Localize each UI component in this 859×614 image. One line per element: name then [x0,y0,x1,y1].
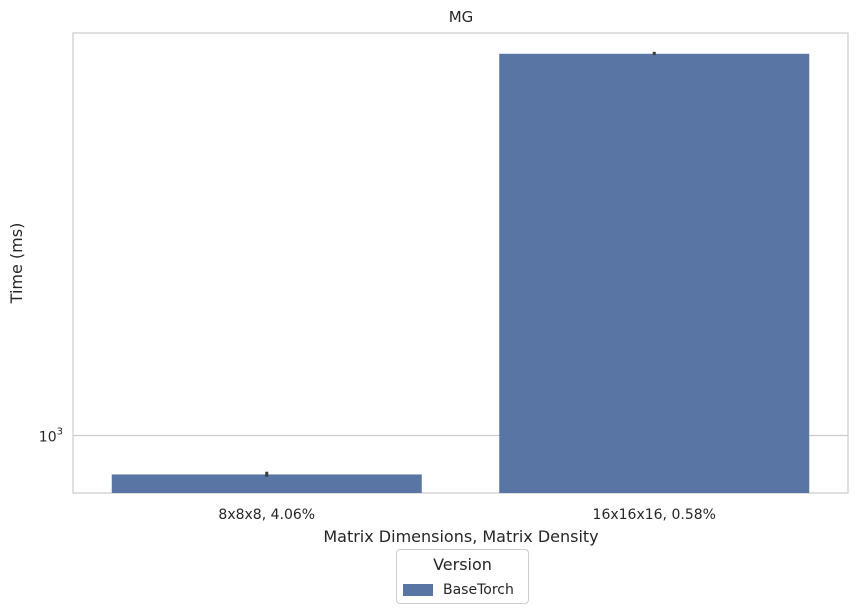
x-axis-label: Matrix Dimensions, Matrix Density [323,527,598,546]
x-tick-label: 8x8x8, 4.06% [218,507,315,523]
chart-title: MG [449,8,474,26]
error-bars [265,51,656,477]
bars [111,53,810,493]
bar [499,53,810,493]
x-tick-label: 16x16x16, 0.58% [593,507,716,523]
y-axis-label: Time (ms) [7,223,26,305]
legend-swatch [403,584,433,596]
bar [111,474,422,493]
x-ticks: 8x8x8, 4.06% 16x16x16, 0.58% [218,507,716,523]
legend: Version BaseTorch [396,549,529,604]
legend-item-basetorch: BaseTorch [403,582,514,598]
y-tick-label: 103 [39,426,63,445]
legend-label: BaseTorch [443,582,514,598]
y-ticks: 103 [39,426,63,445]
legend-title: Version [433,555,492,574]
